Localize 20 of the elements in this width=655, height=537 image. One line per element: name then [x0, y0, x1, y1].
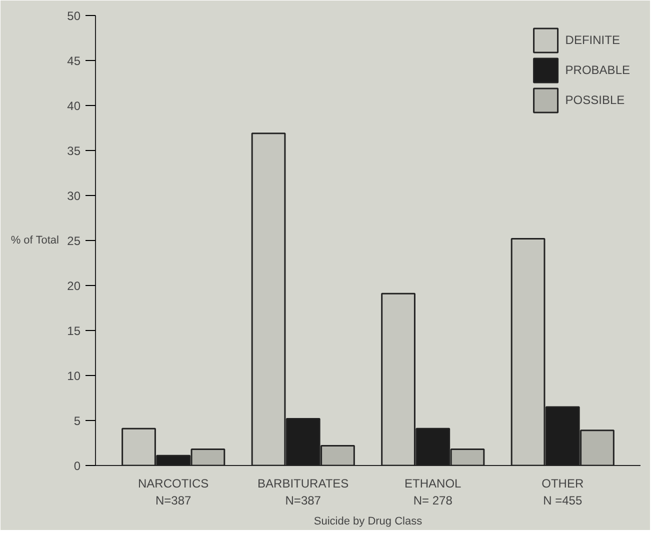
y-tick-label: 20 — [67, 279, 81, 293]
y-tick-label: 50 — [67, 9, 81, 23]
y-tick-label: 0 — [74, 459, 81, 473]
y-tick-label: 35 — [67, 144, 81, 158]
x-tick-label: OTHER N =455 — [542, 476, 584, 508]
x-tick-label: BARBITURATES N=387 — [258, 476, 349, 508]
y-tick-label: 25 — [67, 234, 81, 248]
x-tick-label: ETHANOL N= 278 — [404, 476, 462, 508]
legend-label: DEFINITE — [565, 33, 620, 47]
y-tick-label: 10 — [67, 369, 81, 383]
legend-label: PROBABLE — [565, 63, 630, 77]
x-axis-title: Suicide by Drug Class — [314, 515, 423, 528]
y-tick-label: 45 — [67, 54, 81, 68]
y-tick-label: 30 — [67, 189, 81, 203]
y-axis-title: % of Total — [10, 234, 59, 246]
x-tick-label: NARCOTICS N=387 — [138, 476, 209, 508]
y-tick-label: 15 — [67, 324, 81, 338]
y-tick-label: 40 — [67, 99, 81, 113]
legend-label: POSSIBLE — [565, 93, 625, 107]
y-tick-label: 5 — [74, 414, 81, 428]
